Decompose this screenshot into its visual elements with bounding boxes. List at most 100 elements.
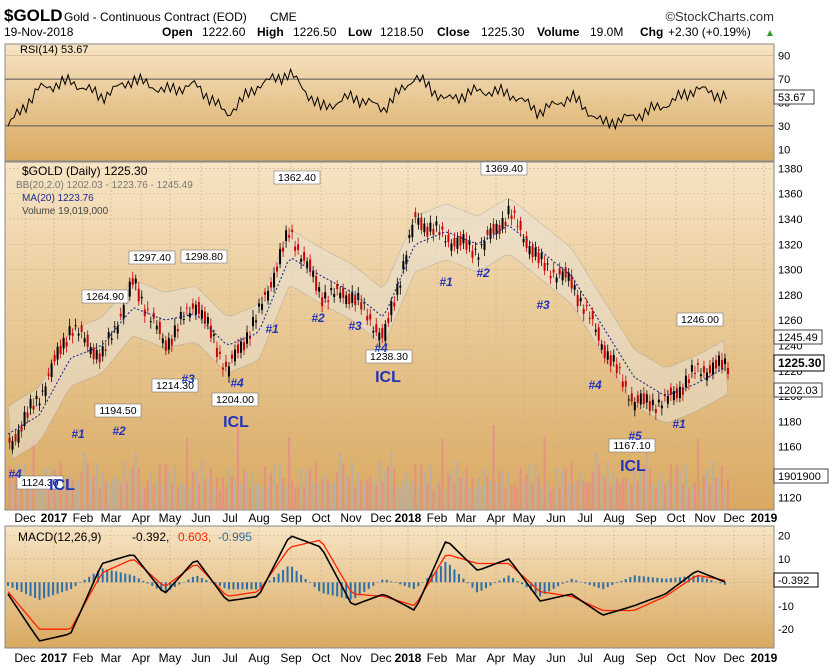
candle-body [252,316,255,327]
candle-body [318,287,321,292]
macd-histogram-bar [7,582,9,586]
candle-body [576,294,579,307]
macd-histogram-bar [417,582,420,587]
macd-histogram-bar [196,575,199,583]
candle-body [330,288,333,291]
candle-body [282,247,285,252]
macd-histogram-bar [507,575,510,583]
candle-body [62,337,65,349]
brand-watermark: ©StockCharts.com [665,9,774,24]
macd-histogram-bar [255,582,258,590]
macd-histogram-bar [602,582,605,590]
exchange: CME [270,10,297,24]
x-tick-label: Aug [248,651,269,665]
x-tick-label: Feb [73,651,94,665]
wave-label: #1 [672,417,686,431]
candle-body [56,346,59,360]
x-tick-label: Aug [603,651,624,665]
volume-bar [669,463,672,510]
candle-body [474,248,477,250]
macd-histogram-bar [282,569,285,583]
price-callout-label: 1297.40 [133,252,171,264]
macd-histogram-bar [543,582,546,594]
macd-histogram-bar [570,578,573,583]
candle-body [44,386,47,397]
candle-body [107,332,110,339]
macd-histogram-bar [363,582,366,592]
symbol: $GOLD [4,6,63,25]
macd-histogram-bar [719,582,722,584]
volume-bar [576,480,579,510]
candle-body [492,223,495,234]
price-y-tick: 1360 [778,189,802,201]
candle-body [11,441,14,450]
candle-body [173,325,176,338]
volume-bar [498,470,501,510]
candle-body [170,338,173,346]
candle-body [654,409,657,414]
candle-body [579,297,582,302]
candle-body [408,234,411,239]
volume-bar [594,452,597,510]
volume-bar [411,479,414,510]
candle-body [528,246,531,255]
candle-body [65,341,68,347]
candle-body [300,258,303,262]
macd-histogram-bar [620,581,623,583]
volume-bar [258,483,261,510]
candle-body [594,329,597,332]
x-tick-label: Sep [280,511,302,525]
volume-bar [245,472,248,510]
macd-histogram-bar [182,581,185,583]
x-tick-label: Nov [340,511,361,525]
volume-bar [663,485,666,510]
volume-bar [137,467,140,510]
price-callout-label: 1204.00 [216,394,254,406]
high-value: 1226.50 [293,25,337,39]
price-callout-box [676,312,724,327]
price-callout-box [365,349,413,364]
price-y-tick: 1120 [778,492,802,504]
candle-body [89,346,92,355]
volume-bar [630,485,633,510]
macd-histogram-bar [295,570,298,583]
candle-body [417,217,420,225]
macd-histogram-bar [448,564,451,583]
candle-body [519,220,522,231]
macd-histogram-bar [160,582,163,592]
volume-bar [62,484,65,510]
candle-body [321,297,324,307]
x-tick-label: Mar [456,511,477,525]
volume-bar [513,483,516,510]
volume-bar [224,486,227,510]
candle-body [672,391,675,401]
price-callout-box [180,249,228,264]
macd-histogram-bar [701,577,704,583]
candle-body [131,278,134,285]
volume-bar [77,480,80,510]
bb-lower-badge-box [773,382,823,398]
price-callout-label: 1298.80 [185,251,223,263]
macd-histogram-bar [61,582,64,593]
macd-histogram-bar [566,581,569,583]
x-tick-label: 2019 [751,651,778,665]
candle-body [137,288,140,302]
price-legend-title: $GOLD (Daily) 1225.30 [22,164,148,178]
macd-histogram-bar [200,578,203,583]
macd-histogram-bar [561,582,564,584]
macd-histogram-bar [421,582,424,583]
icl-label: ICL [49,477,75,494]
candle-body [264,291,267,295]
volume-bar [684,465,687,510]
price-y-tick: 1320 [778,239,802,251]
volume-bar [35,480,38,510]
volume-bar [29,486,32,510]
volume-bar [206,476,209,510]
volume-bar [146,480,149,510]
wave-label: #4 [230,376,244,390]
candle-body [549,275,552,279]
candle-body [354,295,357,306]
volume-bar [200,460,203,510]
price-y-tick: 1160 [778,442,802,454]
macd-histogram-bar [633,575,636,583]
